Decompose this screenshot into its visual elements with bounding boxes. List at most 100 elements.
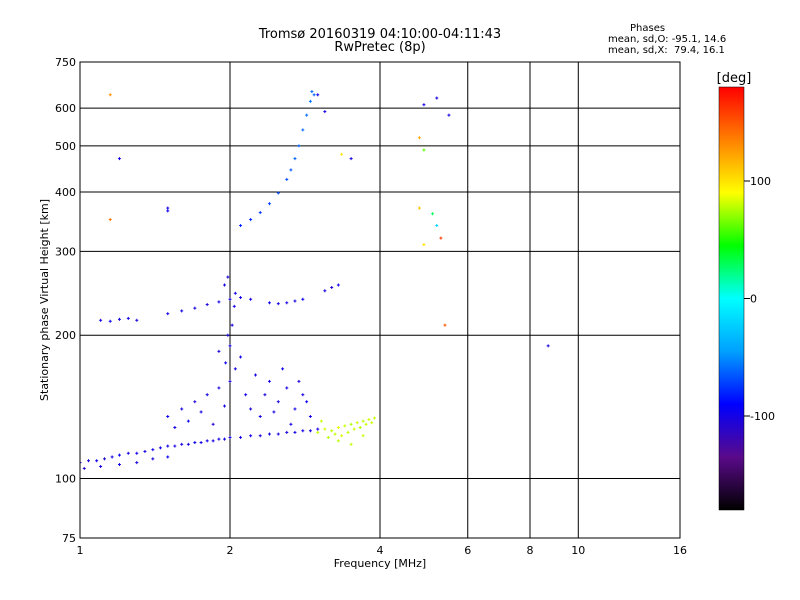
data-point [308,99,312,103]
data-point [316,427,320,431]
data-point [340,434,344,438]
data-point [217,437,221,441]
data-point [186,419,190,423]
data-point [258,434,262,438]
data-point [249,218,253,222]
data-point [223,437,227,441]
data-point [244,393,248,397]
data-point [226,333,230,337]
data-point [447,113,451,117]
data-point [205,393,209,397]
data-point [228,297,232,301]
data-point [166,444,170,448]
data-point [293,299,297,303]
x-tick-label: 6 [464,544,471,557]
data-point [199,410,203,414]
data-point [193,306,197,310]
y-tick-label: 400 [55,186,76,199]
data-point [99,318,103,322]
data-point [151,448,155,452]
x-axis-ticks: 1 2 4 6 8 10 16 [77,544,688,557]
data-point [126,451,130,455]
data-point [310,90,314,94]
x-tick-label: 10 [571,544,585,557]
data-point [173,425,177,429]
data-point [224,361,228,365]
data-point [173,444,177,448]
data-point [239,435,243,439]
data-point [117,453,121,457]
data-point [336,439,340,443]
data-point [422,243,426,247]
data-point [316,93,320,97]
data-point [301,297,305,301]
data-point [276,302,280,306]
data-point [135,318,139,322]
data-point [249,434,253,438]
data-point [249,297,253,301]
data-point [364,422,368,426]
data-point [180,407,184,411]
data-point [443,323,447,327]
data-point [305,113,309,117]
data-point [226,275,230,279]
data-point [352,427,356,431]
data-point [82,466,86,470]
data-point [289,168,293,172]
data-point [205,303,209,307]
data-point [239,355,243,359]
data-point [233,291,237,295]
data-point [166,455,170,459]
data-point [193,441,197,445]
x-tick-label: 8 [527,544,534,557]
data-point [108,218,112,222]
data-point [343,424,347,428]
data-point [435,224,439,228]
colorbar-tick-label: 100 [750,175,771,188]
data-point [316,430,320,434]
data-point [217,386,221,390]
data-point [422,103,426,107]
data-point [117,317,121,321]
colorbar-tick-label: 0 [750,293,757,306]
data-point [308,429,312,433]
data-point [272,410,276,414]
data-point [263,393,267,397]
y-axis-label: Stationary phase Virtual Height [km] [38,199,51,401]
x-axis-label: Frequency [MHz] [334,557,426,570]
data-point [99,464,103,468]
data-point [367,418,371,422]
y-tick-label: 75 [62,532,76,545]
grid [80,62,680,538]
data-point [158,446,162,450]
data-point [276,191,280,195]
data-point [217,349,221,353]
data-point [361,434,365,438]
data-point [281,367,285,371]
data-point [319,419,323,423]
data-point [135,451,139,455]
data-point [285,301,289,305]
colorbar-ticks: 100 0 -100 [744,175,775,423]
y-tick-label: 300 [55,245,76,258]
data-point [193,400,197,404]
data-point [166,312,170,316]
data-point [355,421,359,425]
data-point [289,422,293,426]
y-tick-label: 500 [55,140,76,153]
data-point [435,96,439,100]
data-point [233,367,237,371]
colorbar-tick-label: -100 [750,410,775,423]
data-point [217,300,221,304]
data-point [232,304,236,308]
data-point [166,414,170,418]
data-point [117,157,121,161]
data-point [301,393,305,397]
x-tick-label: 4 [377,544,384,557]
data-point [239,224,243,228]
colorbar-label: [deg] [717,71,752,86]
colorbar-gradient [718,86,745,511]
data-point [340,152,344,156]
data-point [223,404,227,408]
data-point [276,432,280,436]
